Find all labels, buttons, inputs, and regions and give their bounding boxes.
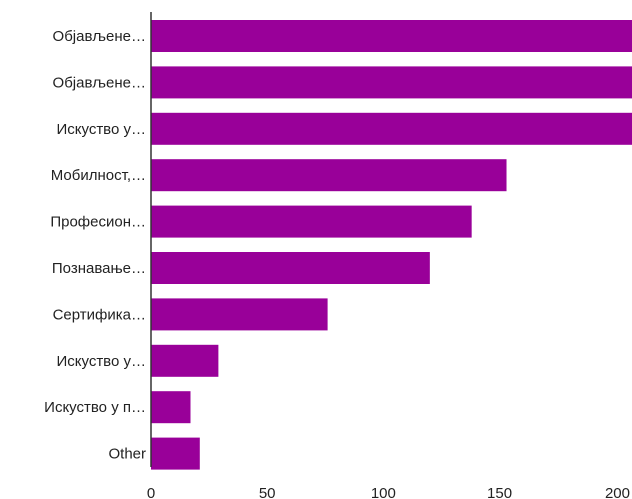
category-label-9: Other <box>108 446 146 463</box>
category-label-0: Објављене… <box>53 28 146 45</box>
bar-7 <box>151 344 219 377</box>
bar-8 <box>151 391 191 424</box>
category-label-8: Искуство у п… <box>44 399 146 416</box>
x-tick-label-2: 100 <box>371 485 396 499</box>
category-label-6: Сертифика… <box>53 306 146 323</box>
category-label-5: Познавање… <box>52 260 146 277</box>
bar-0 <box>151 20 632 52</box>
bar-6 <box>151 298 328 331</box>
x-tick-label-0: 0 <box>147 485 155 499</box>
bars-group <box>151 20 632 470</box>
category-label-2: Искуство у… <box>56 121 146 138</box>
x-tick-label-4: 200 <box>605 485 630 499</box>
bar-5 <box>151 252 430 284</box>
category-label-1: Објављене… <box>53 74 146 91</box>
x-axis-ticks: 0 50 100 150 200 <box>147 485 630 499</box>
bar-2 <box>151 112 632 145</box>
x-tick-label-1: 50 <box>259 485 276 499</box>
bar-9 <box>151 437 200 470</box>
category-label-7: Искуство у… <box>56 353 146 370</box>
category-labels: Објављене… Објављене… Искуство у… Мобилност… <box>44 28 146 463</box>
bar-4 <box>151 205 472 238</box>
category-label-4: Професион… <box>50 214 146 231</box>
bar-3 <box>151 159 507 192</box>
x-tick-label-3: 150 <box>487 485 512 499</box>
bar-1 <box>151 66 632 99</box>
category-label-3: Мобилност,… <box>51 167 146 184</box>
